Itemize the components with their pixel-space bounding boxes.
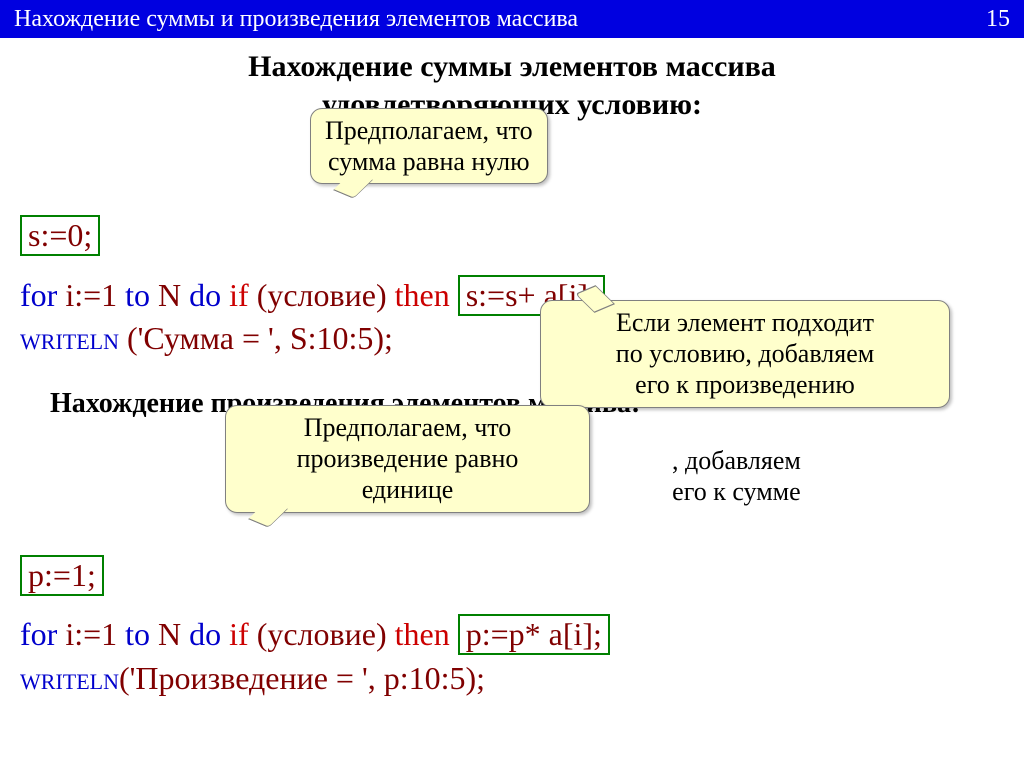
- code-text: ('Произведение = ', p:10:5);: [119, 660, 485, 696]
- header-title: Нахождение суммы и произведения элементо…: [14, 6, 578, 33]
- code-box: s:=0;: [20, 215, 100, 256]
- code-text: ('Сумма = ', S:10:5);: [119, 320, 393, 356]
- callout-product-one: Предполагаем, что произведение равно еди…: [225, 405, 590, 513]
- main-title-line1: Нахождение суммы элементов массива: [248, 50, 776, 83]
- kw-if: if: [229, 277, 257, 313]
- code-for-product: for i:=1 to N do if (условие) then p:=p*…: [20, 614, 610, 655]
- slide-header: Нахождение суммы и произведения элементо…: [0, 0, 1024, 38]
- code-text: i:=1: [57, 277, 125, 313]
- callout-text: произведение равно: [297, 444, 519, 473]
- code-cond: (условие): [257, 616, 395, 652]
- kw-then: then: [395, 616, 458, 652]
- kw-do: do: [189, 616, 229, 652]
- callout-text: его к произведению: [635, 370, 855, 399]
- text-fragment: , добавляем его к сумме: [672, 445, 801, 507]
- code-box: p:=1;: [20, 555, 104, 596]
- kw-if: if: [229, 616, 257, 652]
- code-text: N: [150, 277, 189, 313]
- code-cond: (условие): [257, 277, 395, 313]
- callout-text: сумма равна нулю: [328, 147, 530, 176]
- callout-add-product: Если элемент подходит по условию, добавл…: [540, 300, 950, 408]
- kw-to: to: [125, 616, 150, 652]
- kw-writeln: writeln: [20, 660, 119, 696]
- fragment-text: , добавляем: [672, 446, 801, 475]
- callout-text: Предполагаем, что: [325, 116, 533, 145]
- kw-to: to: [125, 277, 150, 313]
- code-for-sum: for i:=1 to N do if (условие) then s:=s+…: [20, 275, 605, 316]
- code-box: p:=p* a[i];: [458, 614, 610, 655]
- callout-sum-zero: Предполагаем, что сумма равна нулю: [310, 108, 548, 184]
- callout-text: Предполагаем, что: [304, 413, 512, 442]
- code-writeln-product: writeln('Произведение = ', p:10:5);: [20, 660, 485, 697]
- code-text: i:=1: [57, 616, 125, 652]
- code-writeln-sum: writeln ('Сумма = ', S:10:5);: [20, 320, 393, 357]
- callout-text: по условию, добавляем: [616, 339, 874, 368]
- code-s-init: s:=0;: [20, 215, 100, 256]
- kw-then: then: [395, 277, 458, 313]
- fragment-text: его к сумме: [672, 477, 801, 506]
- kw-for: for: [20, 616, 57, 652]
- callout-text: Если элемент подходит: [616, 308, 874, 337]
- code-text: N: [150, 616, 189, 652]
- kw-do: do: [189, 277, 229, 313]
- kw-for: for: [20, 277, 57, 313]
- header-page-number: 15: [986, 6, 1010, 33]
- callout-text: единице: [362, 475, 454, 504]
- kw-writeln: writeln: [20, 320, 119, 356]
- code-p-init: p:=1;: [20, 555, 104, 596]
